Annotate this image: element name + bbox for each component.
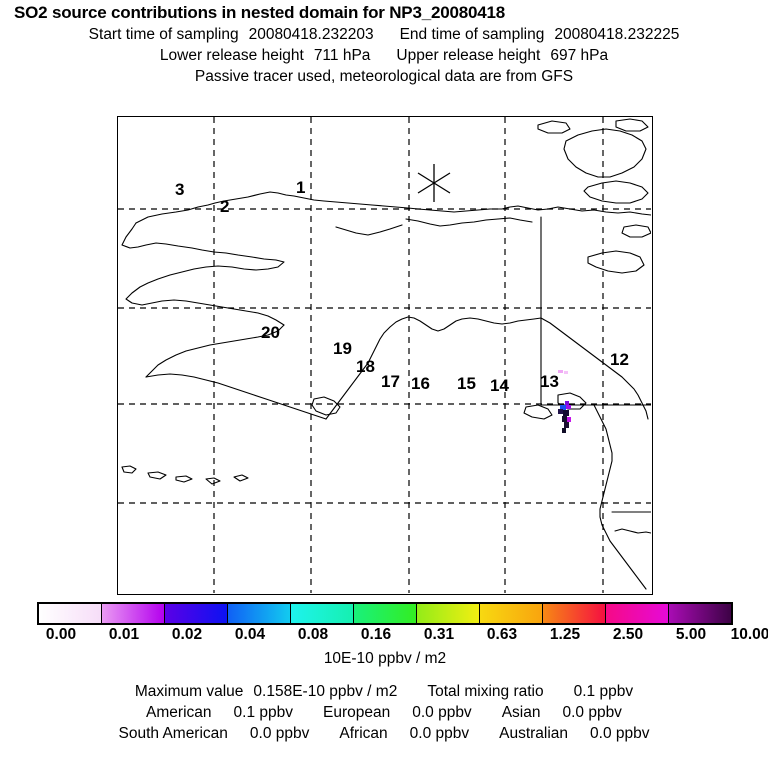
lower-release-height-value: 711 hPa (313, 47, 371, 64)
colorbar-segment-7 (480, 604, 543, 623)
colorbar-tick-11: 10.00 (730, 626, 768, 643)
concentration-plume (558, 370, 571, 433)
colorbar-strip[interactable] (37, 602, 733, 625)
colorbar-tick-3: 0.04 (234, 626, 266, 643)
summary-row: Maximum value 0.158E-10 ppbv / m2 Total … (0, 682, 768, 703)
station-label-20: 20 (261, 323, 280, 342)
start-time-label: Start time of sampling (88, 26, 239, 43)
map-panel[interactable]: 1 2 3 12 13 14 15 16 17 18 19 20 (117, 116, 653, 595)
region-value-australian: 0.0 ppbv (590, 724, 650, 742)
region-label-australian: Australian (499, 724, 569, 742)
colorbar-tick-8: 1.25 (549, 626, 581, 643)
region-row-2: South American 0.0 ppbv African 0.0 ppbv… (0, 724, 768, 745)
colorbar-tick-9: 2.50 (612, 626, 644, 643)
station-label-17: 17 (381, 372, 400, 391)
colorbar-segment-6 (417, 604, 480, 623)
page-title: SO2 source contributions in nested domai… (14, 3, 505, 22)
station-label-16: 16 (411, 374, 430, 393)
region-value-american: 0.1 ppbv (233, 703, 293, 721)
region-value-african: 0.0 ppbv (409, 724, 470, 742)
region-value-south-american: 0.0 ppbv (249, 724, 310, 742)
colorbar-segment-5 (354, 604, 417, 623)
colorbar-tick-0: 0.00 (45, 626, 77, 643)
colorbar-segment-1 (102, 604, 165, 623)
colorbar-units-label: 10E-10 ppbv / m2 (323, 650, 447, 667)
region-value-asian: 0.0 ppbv (562, 703, 622, 721)
region-label-asian: Asian (501, 703, 541, 721)
station-label-19: 19 (333, 339, 352, 358)
station-label-13: 13 (540, 372, 559, 391)
upper-release-height-label: Upper release height (396, 47, 541, 64)
colorbar-tick-1: 0.01 (108, 626, 140, 643)
colorbar-tick-labels: 0.00 0.01 0.02 0.04 0.08 0.16 0.31 0.63 … (37, 626, 768, 646)
colorbar-segment-3 (228, 604, 291, 623)
footer-stats-block: Maximum value 0.158E-10 ppbv / m2 Total … (0, 682, 768, 745)
maximum-value: 0.158E-10 ppbv / m2 (253, 683, 398, 700)
region-label-south-american: South American (118, 724, 228, 742)
graticule-lines (118, 117, 651, 593)
region-row-1: American 0.1 ppbv European 0.0 ppbv Asia… (0, 703, 768, 724)
colorbar-tick-2: 0.02 (171, 626, 203, 643)
colorbar-tick-7: 0.63 (486, 626, 518, 643)
station-label-1: 1 (296, 178, 306, 197)
colorbar-tick-10: 5.00 (675, 626, 707, 643)
station-label-18: 18 (356, 357, 375, 376)
colorbar-segment-8 (543, 604, 606, 623)
end-time-value: 20080418.232225 (554, 26, 680, 43)
colorbar-segment-2 (165, 604, 228, 623)
map-canvas (118, 117, 651, 593)
maximum-value-label: Maximum value (134, 683, 244, 700)
sampling-time-row: Start time of sampling 20080418.232203 E… (0, 26, 768, 44)
colorbar-block: 0.00 0.01 0.02 0.04 0.08 0.16 0.31 0.63 … (37, 602, 768, 668)
end-time-label: End time of sampling (399, 26, 545, 43)
colorbar-tick-4: 0.08 (297, 626, 329, 643)
tracer-note: Passive tracer used, meteorological data… (194, 68, 574, 85)
colorbar-tick-6: 0.31 (423, 626, 455, 643)
coastline-paths (121, 118, 651, 590)
region-label-american: American (146, 703, 212, 721)
release-site-star-icon (417, 164, 451, 202)
release-height-row: Lower release height 711 hPa Upper relea… (0, 47, 768, 65)
station-label-12: 12 (610, 350, 629, 369)
station-label-15: 15 (457, 374, 476, 393)
header-block: SO2 source contributions in nested domai… (0, 0, 768, 86)
station-label-3: 3 (175, 180, 185, 199)
colorbar-segment-0 (39, 604, 102, 623)
total-mixing-ratio-label: Total mixing ratio (427, 683, 544, 700)
start-time-value: 20080418.232203 (248, 26, 374, 43)
upper-release-height-value: 697 hPa (550, 47, 609, 64)
total-mixing-ratio-value: 0.1 ppbv (573, 683, 634, 700)
region-label-african: African (339, 724, 388, 742)
colorbar-segment-10 (669, 604, 731, 623)
station-label-2: 2 (220, 197, 230, 216)
colorbar-tick-5: 0.16 (360, 626, 392, 643)
lower-release-height-label: Lower release height (159, 47, 304, 64)
colorbar-segment-9 (606, 604, 669, 623)
region-label-european: European (322, 703, 391, 721)
colorbar-segment-4 (291, 604, 354, 623)
region-value-european: 0.0 ppbv (412, 703, 472, 721)
station-label-14: 14 (490, 376, 509, 395)
